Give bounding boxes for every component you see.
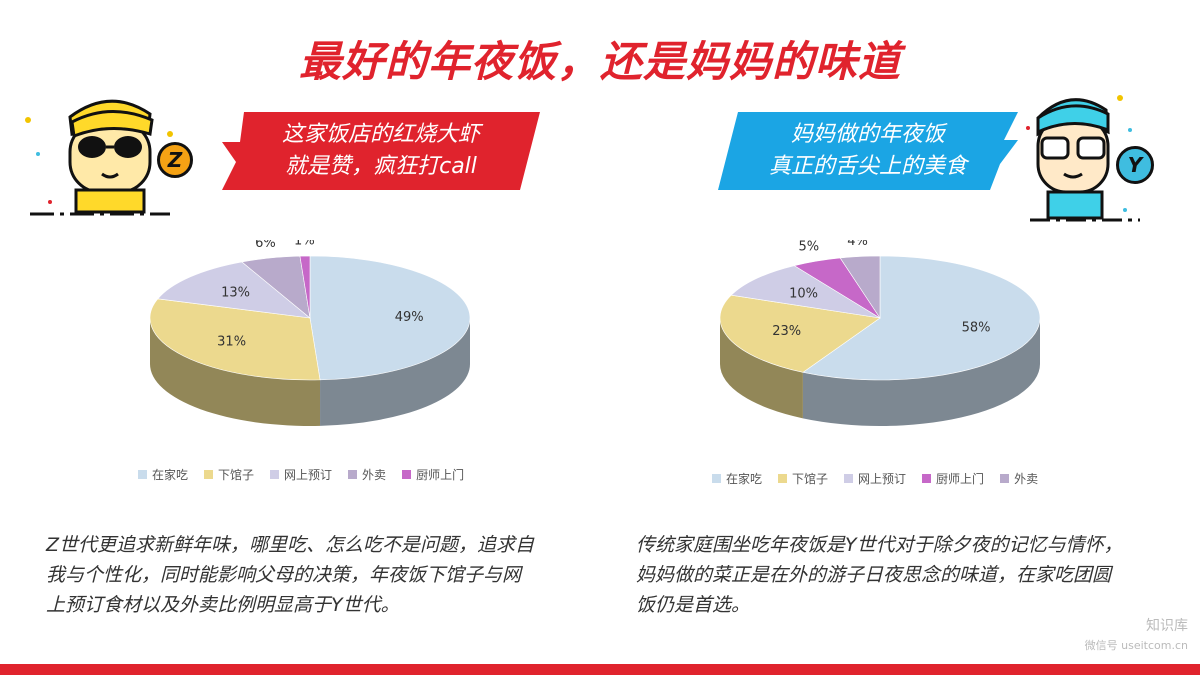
sparkle-icon	[25, 117, 173, 204]
legend-item: 外卖	[1000, 470, 1038, 487]
data-label: 23%	[772, 324, 801, 339]
y-description: 传统家庭围坐吃年夜饭是Y世代对于除夕夜的记忆与情怀， 妈妈做的菜正是在外的游子日…	[636, 530, 1123, 620]
sparkle-icon	[1026, 95, 1132, 212]
z-desc-line: Z世代更追求新鲜年味，哪里吃、怎么吃不是问题，追求自	[46, 534, 535, 556]
data-label: 4%	[847, 240, 868, 249]
right-speech-banner: 妈妈做的年夜饭 真正的舌尖上的美食	[718, 112, 1018, 190]
data-label: 10%	[789, 286, 818, 301]
z-badge: Z	[157, 142, 193, 178]
pie-side-下馆子	[720, 318, 803, 419]
legend-label: 外卖	[362, 468, 387, 482]
legend-swatch	[270, 470, 280, 479]
y-desc-line: 饭仍是首选。	[636, 594, 751, 616]
bottom-accent-bar	[0, 664, 1200, 675]
z-description: Z世代更追求新鲜年味，哪里吃、怎么吃不是问题，追求自 我与个性化，同时能影响父母…	[46, 530, 534, 620]
legend-label: 厨师上门	[416, 468, 465, 482]
legend-item: 厨师上门	[402, 466, 464, 483]
pie-side-下馆子	[150, 318, 321, 426]
legend-swatch	[712, 474, 721, 483]
legend-swatch	[402, 470, 412, 479]
legend-item: 在家吃	[712, 470, 762, 487]
legend-item: 外卖	[348, 466, 386, 483]
legend-swatch	[348, 470, 358, 479]
pie-slice-网上预订	[730, 265, 881, 319]
z-desc-line: 上预订食材以及外卖比例明显高于Y世代。	[46, 594, 400, 616]
pie-slice-下馆子	[149, 298, 321, 381]
legend-item: 在家吃	[138, 466, 188, 483]
pie-slice-网上预订	[157, 261, 311, 319]
pie-slice-下馆子	[719, 294, 881, 373]
legend-label: 在家吃	[152, 468, 189, 482]
legend-label: 外卖	[1014, 472, 1039, 486]
page-title: 最好的年夜饭，还是妈妈的味道	[298, 37, 901, 86]
legend-label: 网上预订	[284, 468, 333, 482]
pie-slice-在家吃	[802, 255, 1041, 381]
watermark: 知识库 微信号 useitcom.cn	[1085, 616, 1188, 656]
z-desc-line: 我与个性化，同时能影响父母的决策，年夜饭下馆子与网	[46, 564, 522, 586]
pie-slice-外卖	[839, 255, 881, 319]
legend-swatch	[204, 470, 214, 479]
legend-item: 网上预订	[270, 466, 332, 483]
legend-label: 厨师上门	[936, 472, 985, 486]
legend-item: 下馆子	[204, 466, 254, 483]
left-banner-line1: 这家饭店的红烧大虾	[281, 122, 480, 147]
data-label: 5%	[799, 240, 820, 254]
legend-label: 在家吃	[726, 472, 763, 486]
pie-slice-在家吃	[309, 255, 471, 381]
right-banner-line2: 真正的舌尖上的美食	[768, 154, 967, 179]
data-label: 1%	[294, 240, 315, 249]
legend-label: 下馆子	[792, 472, 829, 486]
data-label: 13%	[221, 286, 250, 301]
z-chart-legend: 在家吃 下馆子 网上预订 外卖 厨师上门	[138, 466, 464, 483]
y-desc-line: 传统家庭围坐吃年夜饭是Y世代对于除夕夜的记忆与情怀，	[636, 534, 1123, 556]
legend-swatch	[778, 474, 788, 483]
right-banner-line1: 妈妈做的年夜饭	[790, 122, 945, 147]
legend-swatch	[1000, 474, 1010, 483]
legend-label: 下馆子	[218, 468, 255, 482]
legend-label: 网上预订	[858, 472, 907, 486]
z-pie-chart: 49% 31% 13% 6% 1%	[130, 234, 490, 450]
left-speech-banner: 这家饭店的红烧大虾 就是赞，疯狂打call	[222, 112, 540, 190]
legend-swatch	[922, 474, 932, 483]
y-desc-line: 妈妈做的菜正是在外的游子日夜思念的味道，在家吃团圆	[636, 564, 1112, 586]
legend-item: 网上预订	[844, 470, 906, 487]
data-label: 49%	[395, 310, 424, 325]
pie-slice-厨师上门	[299, 255, 311, 319]
y-chart-legend: 在家吃 下馆子 网上预订 厨师上门 外卖	[712, 470, 1038, 487]
watermark-account: 微信号 useitcom.cn	[1084, 639, 1188, 652]
data-label: 58%	[962, 321, 991, 336]
left-banner-line2: 就是赞，疯狂打call	[285, 154, 477, 179]
pie-side-在家吃	[802, 318, 1040, 426]
legend-swatch	[138, 470, 147, 479]
data-label: 31%	[217, 335, 246, 350]
z-generation-avatar: Z	[20, 92, 200, 222]
y-pie-chart-svg: 58% 23% 10% 5% 4%	[719, 234, 1041, 426]
y-badge: Y	[1116, 146, 1154, 184]
watermark-name: 知识库	[1146, 618, 1188, 634]
data-label: 6%	[255, 240, 276, 251]
y-generation-avatar: Y	[1020, 88, 1190, 228]
legend-item: 下馆子	[778, 470, 828, 487]
legend-item: 厨师上门	[922, 470, 984, 487]
legend-swatch	[844, 474, 854, 483]
z-pie-chart-svg: 49% 31% 13% 6% 1%	[149, 234, 471, 426]
pie-side-在家吃	[320, 318, 470, 426]
y-pie-chart: 58% 23% 10% 5% 4%	[700, 234, 1060, 450]
